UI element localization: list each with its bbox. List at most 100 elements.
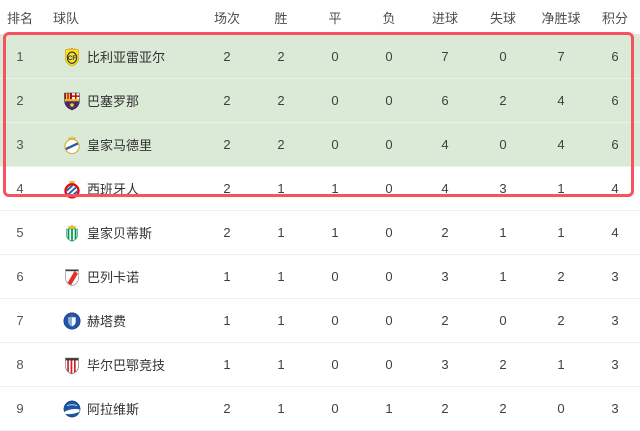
team-badge-icon bbox=[62, 47, 82, 67]
team-wrap: 巴列卡诺 bbox=[62, 267, 199, 287]
goals-against-cell: 0 bbox=[474, 299, 532, 343]
won-cell: 1 bbox=[254, 167, 308, 211]
points-cell: 6 bbox=[590, 123, 640, 167]
goals-against-cell: 2 bbox=[474, 79, 532, 123]
team-cell[interactable]: 巴塞罗那 bbox=[40, 79, 200, 123]
goal-diff-cell: 4 bbox=[532, 123, 590, 167]
points-cell: 3 bbox=[590, 343, 640, 387]
played-cell: 2 bbox=[200, 167, 254, 211]
team-badge-icon bbox=[62, 311, 82, 331]
table-row[interactable]: 6 巴列卡诺 1 1 0 0 3 1 2 3 bbox=[0, 255, 640, 299]
played-cell: 2 bbox=[200, 387, 254, 431]
goal-diff-cell: 1 bbox=[532, 167, 590, 211]
team-badge-icon bbox=[62, 267, 82, 287]
team-wrap: 西班牙人 bbox=[62, 179, 199, 199]
won-cell: 1 bbox=[254, 299, 308, 343]
drawn-cell: 0 bbox=[308, 123, 362, 167]
rank-cell: 8 bbox=[0, 343, 40, 387]
rank-value: 9 bbox=[16, 401, 24, 416]
rank-value: 5 bbox=[16, 225, 24, 240]
table-row[interactable]: 1 比利亚雷亚尔 2 2 0 0 7 0 7 6 bbox=[0, 35, 640, 79]
rank-cell: 7 bbox=[0, 299, 40, 343]
team-cell[interactable]: 比利亚雷亚尔 bbox=[40, 35, 200, 79]
goals-for-cell: 4 bbox=[416, 167, 474, 211]
goals-for-cell: 3 bbox=[416, 255, 474, 299]
table-row[interactable]: 2 巴塞罗那 2 2 0 0 6 2 4 6 bbox=[0, 79, 640, 123]
goal-diff-cell: 7 bbox=[532, 35, 590, 79]
points-cell: 6 bbox=[590, 35, 640, 79]
team-cell[interactable]: 赫塔费 bbox=[40, 299, 200, 343]
goal-diff-cell: 0 bbox=[532, 387, 590, 431]
team-cell[interactable]: 毕尔巴鄂竞技 bbox=[40, 343, 200, 387]
team-wrap: 毕尔巴鄂竞技 bbox=[62, 355, 199, 375]
team-cell[interactable]: 皇家马德里 bbox=[40, 123, 200, 167]
rank-cell: 9 bbox=[0, 387, 40, 431]
standings-table-body: 1 比利亚雷亚尔 2 2 0 0 7 0 7 6 2 巴塞罗那 bbox=[0, 35, 640, 431]
rank-value: 7 bbox=[16, 313, 24, 328]
team-name: 西班牙人 bbox=[87, 182, 140, 197]
points-cell: 3 bbox=[590, 255, 640, 299]
team-cell[interactable]: 西班牙人 bbox=[40, 167, 200, 211]
won-cell: 2 bbox=[254, 79, 308, 123]
table-row[interactable]: 3 皇家马德里 2 2 0 0 4 0 4 6 bbox=[0, 123, 640, 167]
table-row[interactable]: 8 毕尔巴鄂竞技 1 1 0 0 3 2 1 3 bbox=[0, 343, 640, 387]
team-badge-icon bbox=[62, 179, 82, 199]
rank-cell: 3 bbox=[0, 123, 40, 167]
lost-cell: 0 bbox=[362, 255, 416, 299]
team-badge-icon bbox=[62, 135, 82, 155]
goals-for-cell: 3 bbox=[416, 343, 474, 387]
played-cell: 2 bbox=[200, 35, 254, 79]
team-cell[interactable]: 皇家贝蒂斯 bbox=[40, 211, 200, 255]
goals-for-cell: 2 bbox=[416, 211, 474, 255]
drawn-cell: 0 bbox=[308, 79, 362, 123]
team-name: 巴塞罗那 bbox=[87, 94, 140, 109]
drawn-cell: 0 bbox=[308, 255, 362, 299]
drawn-cell: 0 bbox=[308, 387, 362, 431]
rank-cell: 4 bbox=[0, 167, 40, 211]
column-header-rank: 排名 bbox=[0, 0, 40, 35]
played-cell: 2 bbox=[200, 211, 254, 255]
goals-for-cell: 6 bbox=[416, 79, 474, 123]
table-row[interactable]: 5 皇家贝蒂斯 2 1 1 0 2 1 1 4 bbox=[0, 211, 640, 255]
table-row[interactable]: 4 西班牙人 2 1 1 0 4 3 1 4 bbox=[0, 167, 640, 211]
rank-value: 1 bbox=[16, 49, 24, 64]
won-cell: 1 bbox=[254, 343, 308, 387]
team-wrap: 巴塞罗那 bbox=[62, 91, 199, 111]
team-name: 皇家贝蒂斯 bbox=[87, 226, 153, 241]
points-cell: 6 bbox=[590, 79, 640, 123]
team-badge-icon bbox=[62, 91, 82, 111]
team-name: 皇家马德里 bbox=[87, 138, 153, 153]
won-cell: 2 bbox=[254, 123, 308, 167]
column-header-goal_diff: 净胜球 bbox=[532, 0, 590, 35]
rank-value: 3 bbox=[16, 137, 24, 152]
team-name: 巴列卡诺 bbox=[87, 270, 140, 285]
team-name: 毕尔巴鄂竞技 bbox=[87, 358, 166, 373]
lost-cell: 0 bbox=[362, 79, 416, 123]
goals-for-cell: 2 bbox=[416, 299, 474, 343]
goal-diff-cell: 1 bbox=[532, 343, 590, 387]
lost-cell: 0 bbox=[362, 299, 416, 343]
table-row[interactable]: 7 赫塔费 1 1 0 0 2 0 2 3 bbox=[0, 299, 640, 343]
table-row[interactable]: 9 阿拉维斯 2 1 0 1 2 2 0 3 bbox=[0, 387, 640, 431]
rank-cell: 6 bbox=[0, 255, 40, 299]
column-header-points: 积分 bbox=[590, 0, 640, 35]
team-badge-icon bbox=[62, 399, 82, 419]
rank-cell: 2 bbox=[0, 79, 40, 123]
goals-against-cell: 0 bbox=[474, 123, 532, 167]
goals-against-cell: 2 bbox=[474, 387, 532, 431]
team-wrap: 皇家贝蒂斯 bbox=[62, 223, 199, 243]
goal-diff-cell: 1 bbox=[532, 211, 590, 255]
played-cell: 2 bbox=[200, 123, 254, 167]
team-wrap: 皇家马德里 bbox=[62, 135, 199, 155]
team-badge-icon bbox=[62, 355, 82, 375]
standings-page: CF bbox=[0, 11, 640, 431]
team-cell[interactable]: 阿拉维斯 bbox=[40, 387, 200, 431]
team-cell[interactable]: 巴列卡诺 bbox=[40, 255, 200, 299]
team-badge-icon bbox=[62, 223, 82, 243]
points-cell: 4 bbox=[590, 167, 640, 211]
lost-cell: 0 bbox=[362, 167, 416, 211]
points-cell: 4 bbox=[590, 211, 640, 255]
won-cell: 1 bbox=[254, 255, 308, 299]
drawn-cell: 0 bbox=[308, 299, 362, 343]
